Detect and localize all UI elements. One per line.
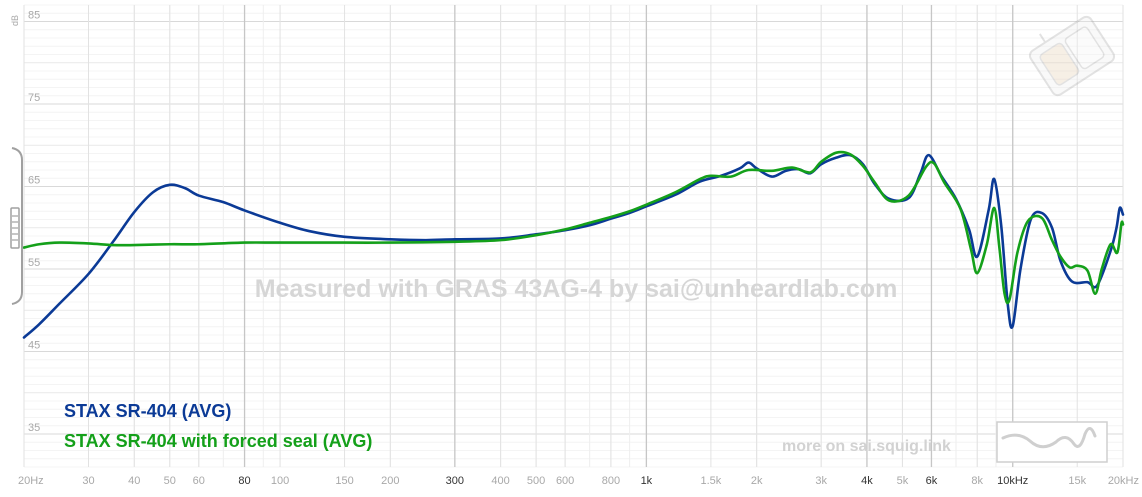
x-tick-label: 100 <box>271 475 289 487</box>
x-tick-label: 6k <box>926 475 938 487</box>
x-tick-label: 200 <box>381 475 399 487</box>
x-tick-label: 3k <box>815 475 827 487</box>
x-axis: 20Hz 30 40 50 60 80 100 150 200 300 400 500 600 800 1k… <box>18 475 1139 487</box>
x-tick-label: 15k <box>1068 475 1086 487</box>
series <box>22 150 1125 339</box>
x-tick-label: 20Hz <box>18 475 44 487</box>
y-tick-label: 55 <box>28 257 40 269</box>
x-tick-label: 300 <box>446 475 464 487</box>
headphone-image-icon <box>1028 15 1116 97</box>
x-tick-label: 400 <box>491 475 509 487</box>
x-tick-label: 40 <box>128 475 140 487</box>
y-axis: 85 75 65 55 45 35 <box>28 10 40 435</box>
legend: STAX SR-404 (AVG) STAX SR-404 with force… <box>64 401 372 451</box>
y-tick-label: 65 <box>28 175 40 187</box>
y-tick-label: 75 <box>28 92 40 104</box>
x-tick-label: 60 <box>193 475 205 487</box>
x-tick-label: 500 <box>527 475 545 487</box>
x-tick-label: 150 <box>335 475 353 487</box>
x-tick-label: 800 <box>602 475 620 487</box>
x-tick-label: 4k <box>861 475 873 487</box>
x-tick-label: 600 <box>556 475 574 487</box>
x-tick-label: 30 <box>82 475 94 487</box>
series-line-2[interactable] <box>22 150 1125 305</box>
grid <box>23 4 1124 468</box>
x-tick-label: 8k <box>971 475 983 487</box>
y-tick-label: 45 <box>28 340 40 352</box>
series-line-1[interactable] <box>22 153 1125 339</box>
legend-entry-2[interactable]: STAX SR-404 with forced seal (AVG) <box>64 431 372 451</box>
footer-link[interactable]: more on sai.squig.link <box>782 438 951 455</box>
x-tick-label: 80 <box>238 475 250 487</box>
y-tick-label: 35 <box>28 422 40 434</box>
x-tick-label: 50 <box>164 475 176 487</box>
x-tick-label: 10kHz <box>997 475 1028 487</box>
squig-logo-icon[interactable] <box>996 421 1108 463</box>
legend-entry-1[interactable]: STAX SR-404 (AVG) <box>64 401 231 421</box>
x-tick-label: 20kHz <box>1108 475 1139 487</box>
x-tick-label: 1.5k <box>700 475 721 487</box>
x-tick-label: 1k <box>641 475 653 487</box>
watermark-text: Measured with GRAS 43AG-4 by sai@unheard… <box>255 275 898 303</box>
y-scale-handle[interactable] <box>10 147 23 305</box>
y-tick-label: 85 <box>28 10 40 22</box>
y-unit-label: dB <box>10 15 20 26</box>
x-tick-label: 2k <box>751 475 763 487</box>
x-tick-label: 5k <box>897 475 909 487</box>
